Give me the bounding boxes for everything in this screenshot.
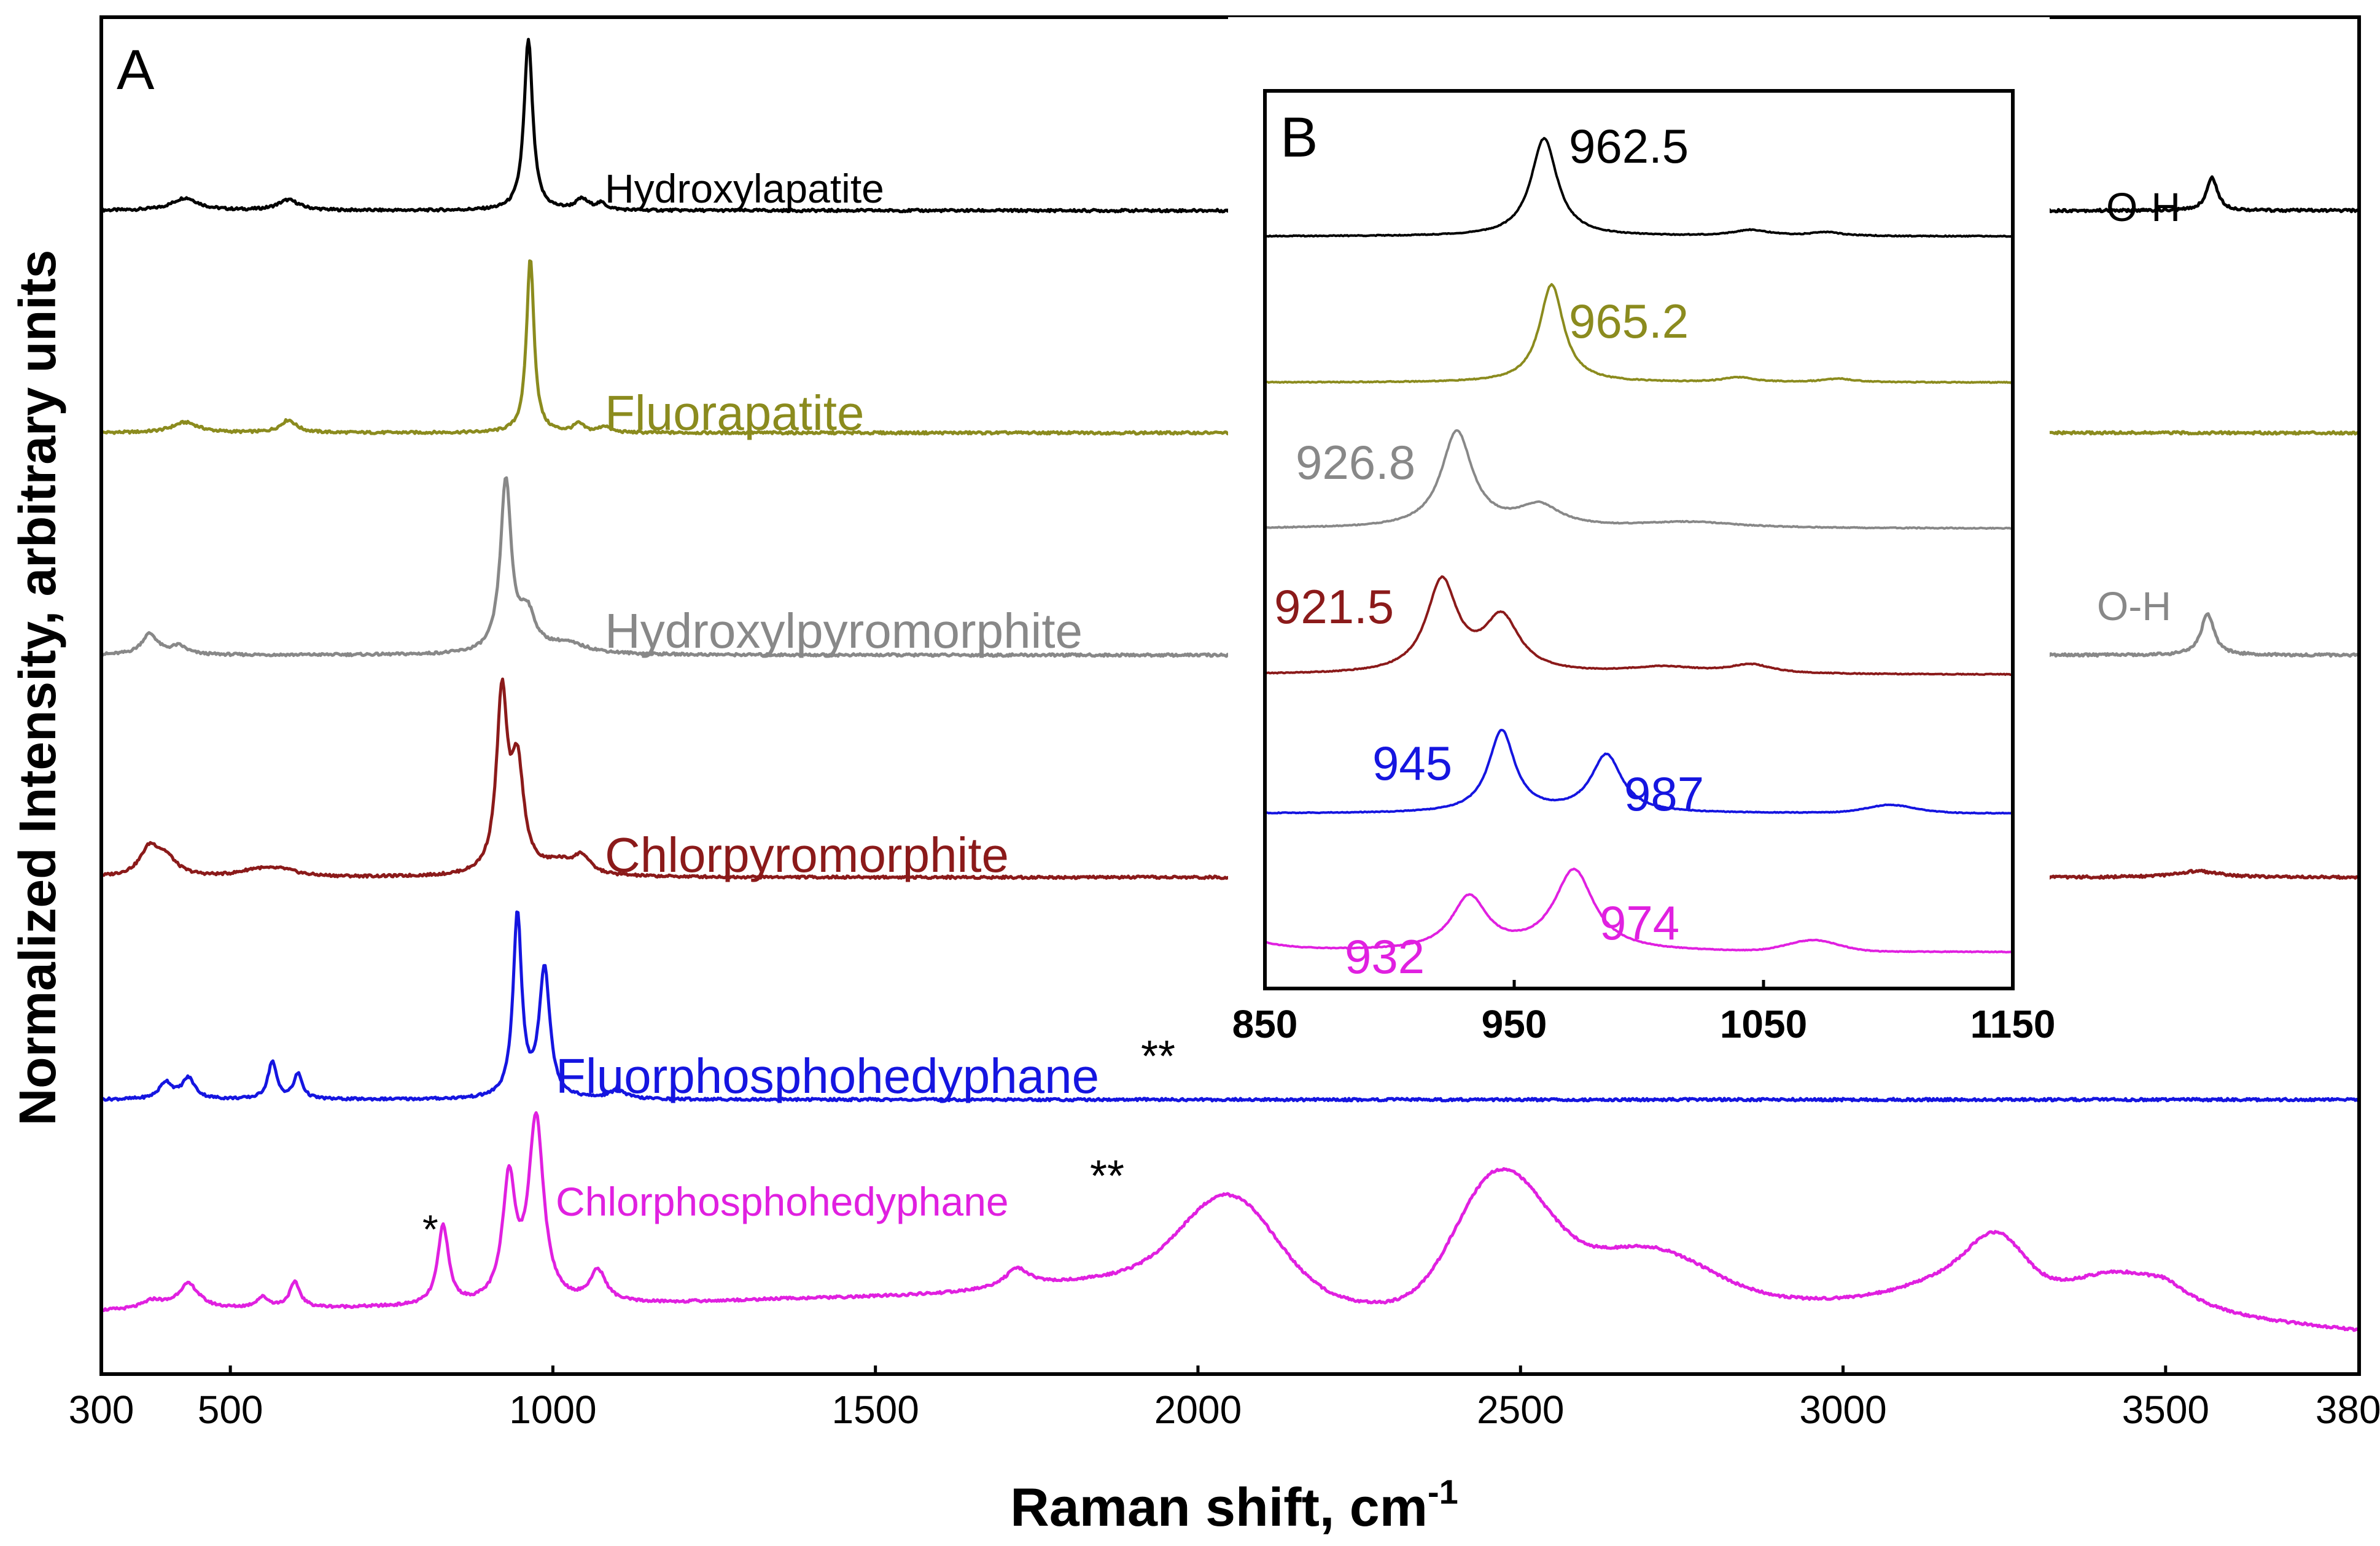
- panel-b-trace-chlorpyromorphite: [1264, 575, 2013, 676]
- panel-b-frame: [1263, 89, 2015, 990]
- label-chlorphosphohedyphane: Chlorphosphohedyphane: [556, 1179, 1009, 1224]
- peak-label-987: 987: [1624, 767, 1704, 821]
- oh-label-hydroxylpyromorphite: O-H: [2097, 583, 2171, 629]
- panel-b-x-tick-label: 850: [1232, 1002, 1298, 1046]
- panel-b-trace-fluorphosphohedyphane: [1264, 729, 2013, 815]
- x-axis-label: Raman shift, cm-1: [1010, 1472, 1458, 1537]
- panel-a-x-tick-label: 300: [69, 1388, 134, 1432]
- label-hydroxylpyromorphite: Hydroxylpyromorphite: [605, 604, 1083, 658]
- panel-a-x-ticks: 300 500 1000 1500 2000 2500 3000 3500 3800: [69, 1365, 2380, 1432]
- peak-label-974: 974: [1600, 896, 1679, 950]
- panel-b-trace-chlorphosphohedyphane: [1264, 868, 2013, 954]
- label-fluorapatite: Fluorapatite: [605, 386, 864, 440]
- panel-b-letter: B: [1280, 106, 1318, 169]
- panel-b-traces: [1264, 137, 2013, 954]
- panel-a-trace-fluorphosphohedyphane: [100, 910, 2360, 1103]
- panel-a-x-tick-label: 3000: [1799, 1388, 1886, 1432]
- panel-b-x-ticks: 850 950 1050 1150: [1232, 980, 2056, 1046]
- panel-b-trace-hydroxylpyromorphite: [1264, 429, 2013, 530]
- panel-a-x-tick-label: 2500: [1477, 1388, 1564, 1432]
- panel-a-trace-chlorphosphohedyphane: [101, 1111, 2360, 1332]
- annotation-single-star: *: [422, 1206, 438, 1252]
- panel-a-x-tick-label: 1000: [509, 1388, 596, 1432]
- annotation-double-star-cph: **: [1090, 1152, 1124, 1201]
- peak-label-945: 945: [1372, 736, 1452, 790]
- panel-a-x-tick-label: 3800: [2316, 1388, 2380, 1432]
- peak-label-926-8: 926.8: [1296, 435, 1415, 489]
- panel-a-x-tick-label: 2000: [1154, 1388, 1242, 1432]
- panel-b-x-tick-label: 1050: [1720, 1002, 1807, 1046]
- y-axis-label: Normalized Intensity, arbitrary units: [9, 250, 66, 1126]
- x-axis-label-text: Raman shift, cm: [1010, 1477, 1428, 1537]
- panel-b-x-tick-label: 950: [1482, 1002, 1547, 1046]
- panel-a-x-tick-label: 3500: [2122, 1388, 2209, 1432]
- panel-b-trace-hydroxylapatite: [1264, 137, 2013, 238]
- peak-label-932: 932: [1345, 930, 1425, 984]
- peak-label-921-5: 921.5: [1274, 580, 1394, 634]
- panel-a-x-tick-label: 500: [198, 1388, 263, 1432]
- panel-a-letter: A: [117, 39, 155, 101]
- panel-b-trace-fluorapatite: [1264, 283, 2013, 384]
- peak-label-965-2: 965.2: [1569, 294, 1689, 348]
- x-axis-label-superscript: -1: [1428, 1472, 1458, 1511]
- panel-a-x-tick-label: 1500: [831, 1388, 919, 1432]
- label-fluorphosphohedyphane: Fluorphosphohedyphane: [556, 1049, 1099, 1103]
- peak-label-962-5: 962.5: [1569, 119, 1689, 173]
- panel-b-x-tick-label: 1150: [1970, 1002, 2056, 1046]
- label-hydroxylapatite: Hydroxylapatite: [605, 166, 884, 211]
- oh-label-hydroxylapatite: O-H: [2106, 184, 2180, 230]
- label-chlorpyromorphite: Chlorpyromorphite: [605, 828, 1009, 882]
- annotation-double-star-fph: **: [1141, 1032, 1175, 1081]
